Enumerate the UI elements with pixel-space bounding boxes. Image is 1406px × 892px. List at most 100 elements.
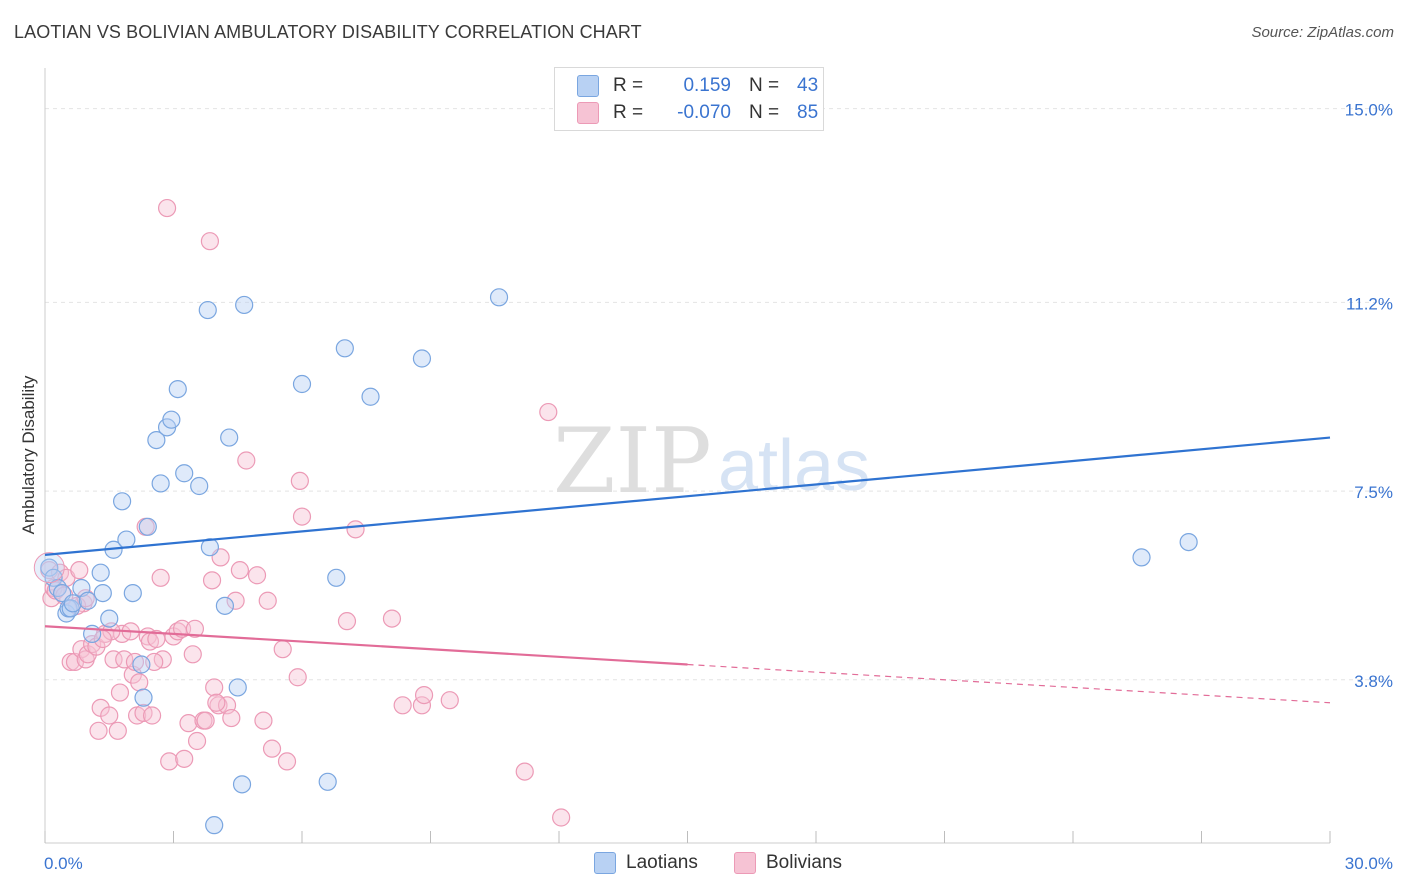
laotian-point [228,678,247,697]
stats-legend: R = 0.159 N = 43 R = -0.070 N = 85 [554,67,824,131]
laotian-point [292,374,312,394]
bolivian-point [552,808,571,827]
y-tick-label: 3.8% [1354,672,1393,691]
laotian-trend-line [44,436,1331,556]
bolivian-point [258,591,277,610]
laotian-point [112,492,132,511]
bolivian-point [222,708,241,728]
laotian-point [175,464,194,483]
watermark-zip: ZIP [553,409,712,514]
bolivian-point [104,650,123,669]
series-legend: Laotians Bolivians [0,852,1406,876]
chart-title: LAOTIAN VS BOLIVIAN AMBULATORY DISABILIT… [14,22,642,42]
bolivian-point [61,652,80,672]
bolivian-point [414,685,434,705]
bolivian-point [151,568,170,587]
series-legend-bolivians: Bolivians [734,852,842,874]
y-tick-labels: 3.8% 7.5% 11.2% 15.0% [1345,101,1393,691]
laotian-point [91,563,110,582]
bolivian-trend-extension [687,663,1331,704]
bolivian-point [237,451,256,470]
x-tick-label-max: 30.0% [1345,854,1393,873]
laotian-point [205,816,224,835]
laotian-point [93,583,112,603]
laotian-point [232,775,252,794]
bolivian-point [247,566,267,585]
bolivian-point [160,752,179,771]
legend-n-value: 85 [797,102,819,123]
bolivian-point [157,198,177,218]
laotian-point [100,609,119,628]
bolivian-point [393,696,412,715]
bolivian-point [277,752,297,771]
bolivian-point [226,591,245,610]
laotian-point [318,772,337,791]
bolivian-point [207,693,226,712]
legend-r-value: -0.070 [677,102,731,123]
series-swatch-bolivians [734,852,756,874]
laotian-point [78,591,97,610]
bolivian-point [337,612,357,631]
bolivian-point [142,706,162,725]
bolivian-point [515,762,534,781]
bolivian-point [288,668,307,687]
bolivian-point [130,673,149,692]
laotian-point [335,339,354,358]
laotian-point [151,474,170,493]
y-axis-label: Ambulatory Disability [19,375,38,534]
watermark-atlas: atlas [718,426,870,506]
y-tick-label: 11.2% [1346,294,1393,313]
watermark: ZIP atlas [553,409,870,514]
legend-swatch-bolivians [577,102,599,124]
laotian-point [198,300,217,320]
laotian-point [132,655,151,674]
series-legend-laotians: Laotians [594,852,698,874]
bolivian-point [346,520,365,539]
legend-swatch-laotians [577,75,599,97]
bolivian-point [262,739,282,758]
x-tick-label-min: 0.0% [44,854,83,873]
bolivian-point [89,721,108,740]
chart-source: Source: ZipAtlas.com [1251,24,1394,41]
bolivian-point [230,561,249,580]
grid-lines [45,108,1390,681]
bolivian-point [70,561,89,580]
legend-r-label: R = [613,102,644,123]
bolivian-point [179,714,198,733]
y-tick-label: 15.0% [1345,101,1393,120]
laotian-point [162,410,181,429]
y-tick-label: 7.5% [1354,483,1393,502]
laotian-point [44,568,63,587]
laotian-point [117,530,136,549]
bolivian-point [292,507,312,526]
bolivian-point [100,706,119,725]
bolivian-point [205,678,224,697]
laotian-point [190,476,209,496]
bolivian-point [183,645,202,664]
laotian-point [1132,548,1151,567]
bolivian-point [539,402,558,422]
series-swatch-laotians [594,852,616,874]
bolivian-point [108,721,127,740]
axes [44,68,1331,844]
laotian-point [220,428,239,447]
laotian-point [235,295,254,315]
laotian-points [33,288,1198,835]
series-label-laotians: Laotians [626,852,698,873]
bolivian-point [254,711,273,730]
legend-row-bolivians: R = -0.070 N = 85 [577,101,818,125]
laotian-point [412,349,432,368]
laotian-point [327,568,346,587]
laotian-point [1179,532,1198,552]
bolivian-point [382,609,402,628]
bolivian-point [290,471,309,490]
laotian-point [123,583,142,603]
bolivian-point [172,619,192,638]
overlap-point [33,552,65,584]
laotian-point [168,380,187,399]
laotian-point [40,558,59,577]
laotian-point [63,594,82,613]
legend-n-label: N = [749,75,780,96]
legend-row-laotians: R = 0.159 N = 43 [577,74,818,98]
